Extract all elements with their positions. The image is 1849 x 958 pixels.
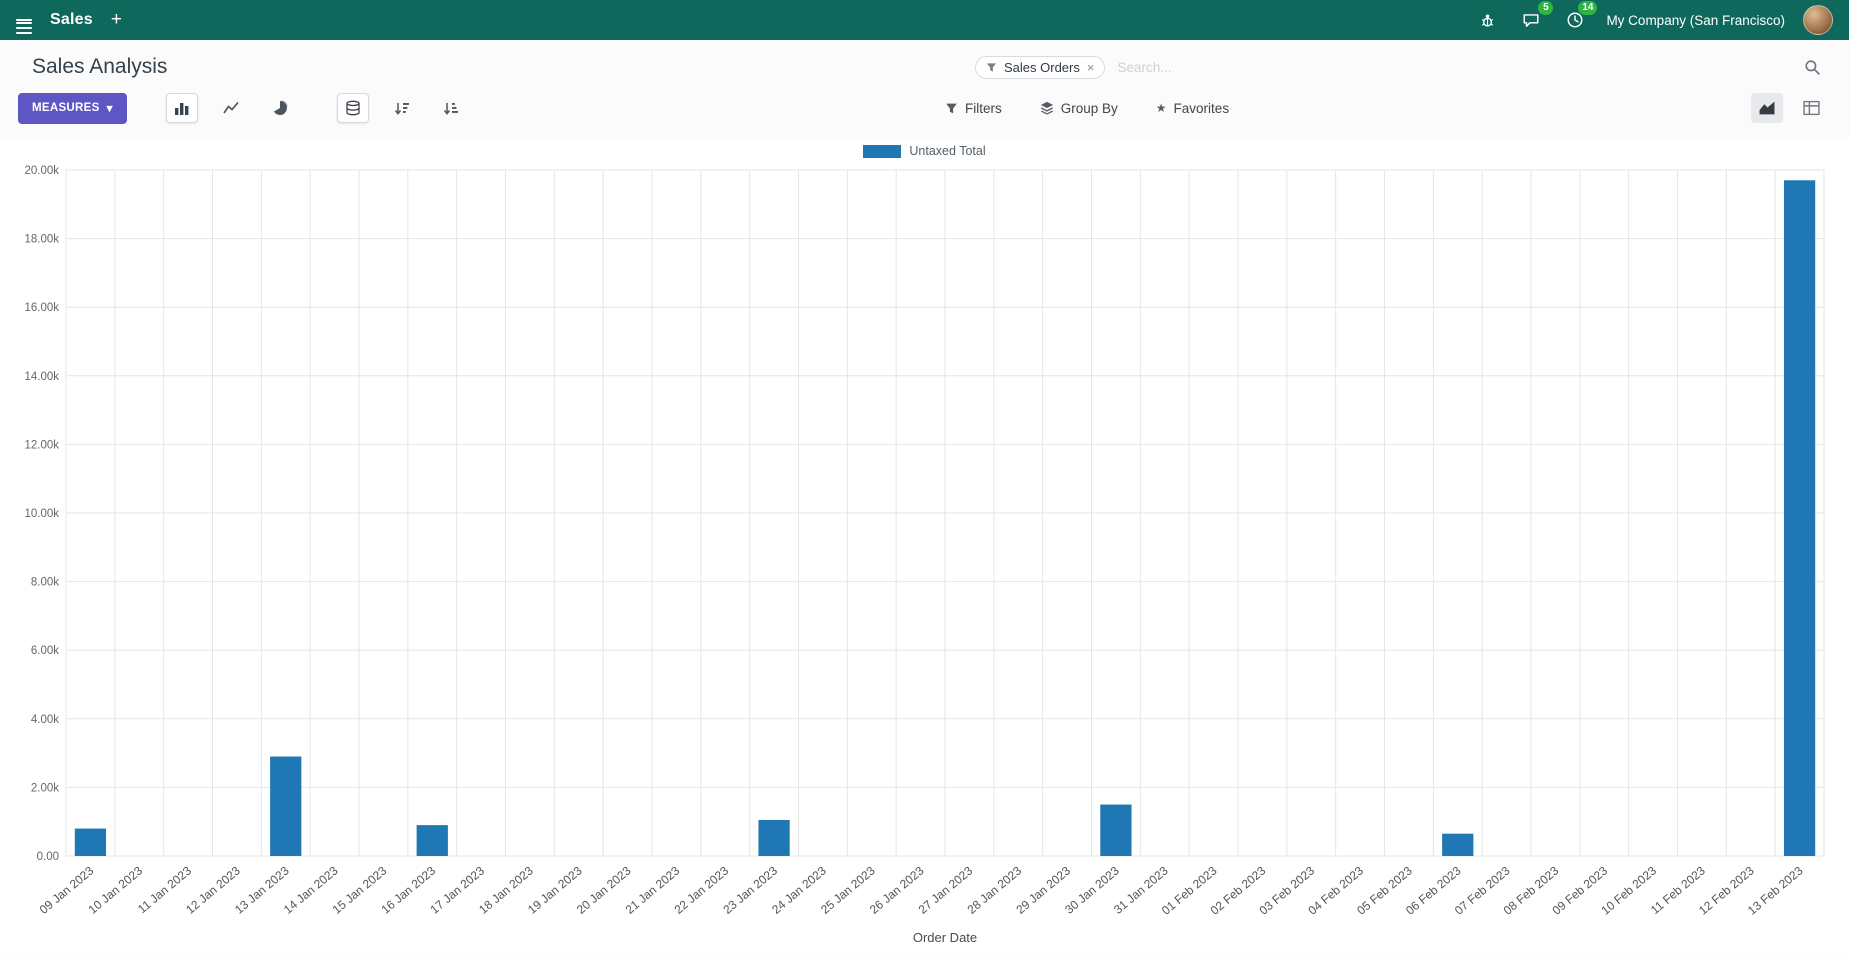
favorites-button[interactable]: ★ Favorites — [1150, 96, 1235, 121]
bar[interactable] — [270, 756, 302, 856]
search-icon[interactable] — [1804, 59, 1821, 76]
group-by-button[interactable]: Group By — [1034, 96, 1124, 121]
pivot-view-button[interactable] — [1795, 93, 1827, 123]
clock-icon — [1567, 12, 1583, 28]
filter-icon — [987, 62, 996, 72]
area-chart-icon — [1759, 101, 1775, 115]
sort-ascending-button[interactable] — [435, 93, 467, 123]
search-facet-label: Sales Orders — [1004, 59, 1080, 75]
search-bar: Sales Orders × — [969, 54, 1827, 81]
bar-chart-button[interactable] — [165, 93, 198, 123]
filter-funnel-icon — [946, 103, 957, 113]
line-chart-icon — [222, 101, 239, 113]
facet-remove-icon[interactable]: × — [1086, 59, 1095, 75]
debug-button[interactable] — [1475, 8, 1500, 33]
favorites-label: Favorites — [1173, 100, 1230, 116]
bar[interactable] — [1442, 833, 1474, 856]
stacked-icon — [346, 100, 360, 116]
sort-ascending-icon — [443, 102, 458, 115]
chart-area: Untaxed Total 0.00 2.00k 4.00k 6.00k 8.00k 10… — [0, 140, 1849, 957]
sort-descending-icon — [394, 102, 409, 115]
svg-text:20.00k: 20.00k — [24, 165, 59, 177]
filters-label: Filters — [965, 100, 1002, 116]
legend-label: Untaxed Total — [909, 144, 986, 158]
graph-view-button[interactable] — [1751, 93, 1783, 123]
filters-button[interactable]: Filters — [939, 96, 1008, 121]
apps-menu-button[interactable] — [12, 12, 36, 34]
activities-button[interactable]: 14 — [1562, 1, 1598, 33]
activities-badge: 14 — [1578, 1, 1598, 15]
svg-text:Order Date: Order Date — [913, 930, 977, 945]
svg-text:8.00k: 8.00k — [31, 577, 59, 589]
measures-button[interactable]: MEASURES ▾ — [18, 92, 127, 124]
plus-icon: + — [110, 9, 122, 30]
search-input[interactable] — [1115, 58, 1794, 76]
bar-chart-icon — [174, 102, 189, 115]
svg-text:4.00k: 4.00k — [31, 714, 59, 726]
pivot-table-icon — [1802, 100, 1820, 116]
bar[interactable] — [758, 819, 790, 856]
legend-swatch — [863, 144, 902, 158]
svg-text:0.00: 0.00 — [37, 851, 59, 863]
pie-chart-icon — [273, 100, 288, 115]
svg-text:10.00k: 10.00k — [24, 508, 59, 520]
svg-text:6.00k: 6.00k — [31, 645, 59, 657]
plus-button[interactable]: + — [107, 7, 126, 33]
bar[interactable] — [416, 825, 448, 856]
page-title: Sales Analysis — [32, 55, 168, 78]
svg-text:10 Jan 2023: 10 Jan 2023 — [86, 863, 146, 916]
hamburger-icon — [16, 19, 32, 34]
layers-icon — [1040, 101, 1053, 115]
messages-button[interactable]: 5 — [1518, 1, 1554, 33]
avatar[interactable] — [1803, 5, 1833, 35]
svg-text:12.00k: 12.00k — [24, 439, 59, 451]
pie-chart-button[interactable] — [264, 93, 296, 123]
star-icon: ★ — [1155, 101, 1167, 115]
messages-badge: 5 — [1538, 1, 1554, 15]
sort-descending-button[interactable] — [386, 93, 418, 123]
bar[interactable] — [74, 828, 107, 856]
line-chart-button[interactable] — [215, 93, 247, 123]
chart-legend[interactable]: Untaxed Total — [18, 140, 1831, 162]
search-facet[interactable]: Sales Orders × — [975, 55, 1106, 79]
top-navbar: Sales + 5 14 My Company (San Francis — [0, 0, 1849, 40]
chat-icon — [1523, 14, 1539, 27]
svg-text:16.00k: 16.00k — [24, 302, 59, 314]
app-name-link[interactable]: Sales — [50, 11, 93, 28]
bug-icon — [1482, 13, 1494, 27]
caret-down-icon: ▾ — [106, 103, 113, 115]
bar-chart[interactable]: 0.00 2.00k 4.00k 6.00k 8.00k 10.00k 12.00k 14.0… — [18, 162, 1828, 954]
measures-label: MEASURES — [32, 102, 100, 114]
svg-text:14.00k: 14.00k — [24, 371, 59, 383]
group-by-label: Group By — [1060, 100, 1118, 116]
bar[interactable] — [1100, 804, 1132, 856]
control-panel: Sales Analysis Sales Orders × MEASURES ▾ — [0, 40, 1849, 136]
svg-text:18.00k: 18.00k — [24, 234, 59, 246]
svg-text:2.00k: 2.00k — [31, 782, 59, 794]
stacked-button[interactable] — [336, 93, 369, 123]
bar[interactable] — [1783, 180, 1816, 857]
company-name[interactable]: My Company (San Francisco) — [1606, 12, 1785, 28]
